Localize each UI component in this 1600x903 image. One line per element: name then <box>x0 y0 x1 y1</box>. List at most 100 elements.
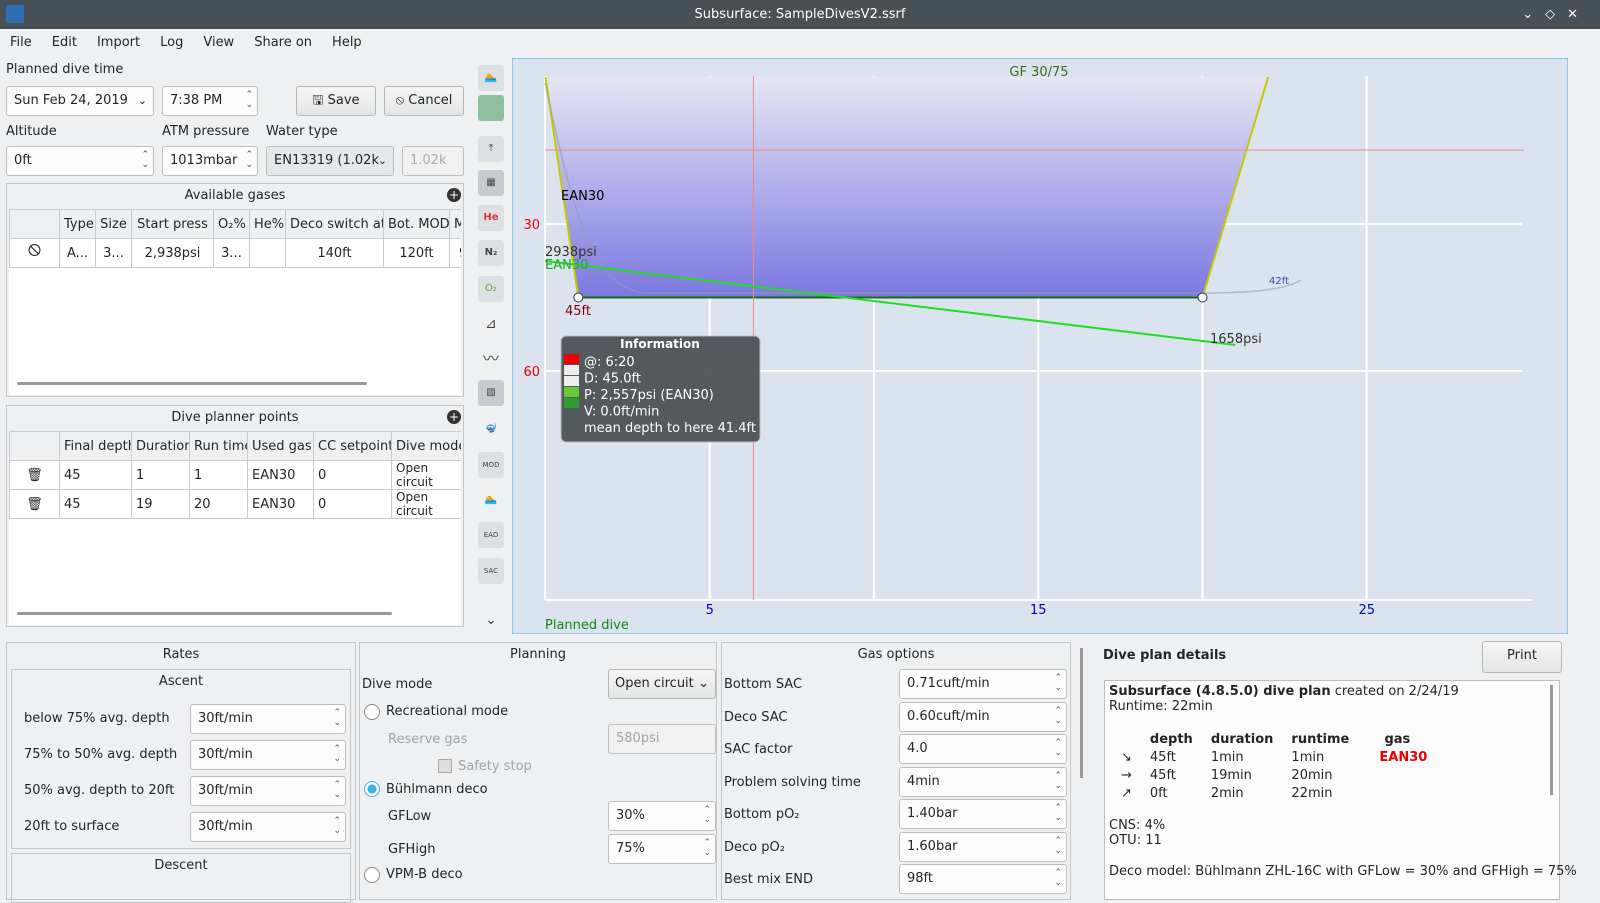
menu-log[interactable]: Log <box>160 35 184 50</box>
menu-file[interactable]: File <box>10 35 32 50</box>
rate-field[interactable]: 30ft/min ⌃ ⌄ <box>190 812 346 842</box>
add-gas-icon[interactable]: + <box>447 188 461 202</box>
column-header[interactable]: He% <box>249 209 286 239</box>
column-header[interactable]: MND <box>449 209 461 239</box>
sac-icon[interactable]: SAC <box>478 558 504 584</box>
calc-ceiling-icon[interactable]: ⤒ <box>478 136 504 162</box>
vertical-scrollbar[interactable] <box>1550 685 1553 795</box>
column-header[interactable]: CC setpoint <box>313 431 392 461</box>
plan-depth: 45ft <box>1149 767 1176 783</box>
save-button[interactable]: 🖫 Save <box>296 86 376 116</box>
column-header[interactable]: Run time <box>189 431 248 461</box>
n2-icon[interactable]: N₂ <box>478 240 504 266</box>
gflow-field[interactable]: 30% ⌃ ⌄ <box>608 801 716 831</box>
column-header[interactable]: Dive mode <box>391 431 461 461</box>
atm-value: 1013mbar <box>170 153 238 168</box>
gas-option-field[interactable]: 0.71cuft/min ⌃ ⌄ <box>899 669 1067 699</box>
column-header[interactable] <box>9 431 60 461</box>
rate-field[interactable]: 30ft/min ⌃ ⌄ <box>190 704 346 734</box>
gas-option-field[interactable]: 1.60bar ⌃ ⌄ <box>899 831 1067 862</box>
menu-view[interactable]: View <box>203 35 235 50</box>
gas-option-field[interactable]: 0.60cuft/min ⌃ ⌄ <box>899 701 1067 732</box>
cancel-button[interactable]: ⦸ Cancel <box>384 86 464 116</box>
column-header[interactable]: O₂% <box>213 209 250 239</box>
date-field[interactable]: Sun Feb 24, 2019 ⌄ <box>6 86 154 116</box>
rate-field[interactable]: 30ft/min ⌃ ⌄ <box>190 776 346 806</box>
print-button[interactable]: Print <box>1482 641 1562 673</box>
recreational-radio[interactable] <box>364 704 380 720</box>
tissue-bar <box>564 398 579 408</box>
menu-edit[interactable]: Edit <box>51 35 77 50</box>
profile-icon[interactable]: 🏊 <box>478 65 504 91</box>
start-pressure-label: 2938psi <box>545 245 597 260</box>
gas-option-value: 0.60cuft/min <box>907 708 990 724</box>
atm-field[interactable]: 1013mbar ⌃ ⌄ <box>162 146 258 176</box>
add-point-icon[interactable]: + <box>447 410 461 424</box>
column-header[interactable]: Duration <box>131 431 190 461</box>
map-icon[interactable]: ▧ <box>478 380 504 406</box>
o2-icon[interactable]: O₂ <box>478 276 504 302</box>
spin-icon: ⌃ ⌄ <box>703 838 711 858</box>
buhlmann-radio[interactable] <box>364 781 380 797</box>
horizontal-scrollbar[interactable] <box>17 382 367 385</box>
plan-row: ↗ 0ft 2min 22min <box>1117 784 1441 802</box>
gas-option-field[interactable]: 98ft ⌃ ⌄ <box>899 864 1067 894</box>
remove-gas-icon[interactable]: 🛇 <box>9 238 60 268</box>
diver-icon[interactable]: 🤿 <box>484 423 498 434</box>
gas-option-field[interactable]: 1.40bar ⌃ ⌄ <box>899 799 1067 829</box>
table-row[interactable]: 🗑 45 19 20 EAN30 0 Open circuit <box>9 489 461 519</box>
menu-help[interactable]: Help <box>332 35 362 50</box>
vpm-radio[interactable] <box>364 867 380 883</box>
dive-mode-select[interactable]: Open circuit ⌄ <box>608 669 716 699</box>
vertical-scrollbar[interactable] <box>1080 648 1083 778</box>
gas-option-value: 1.40bar <box>907 806 958 821</box>
mod-icon[interactable]: MOD <box>478 452 504 478</box>
ruler-icon[interactable]: ⊿ <box>485 316 497 332</box>
column-header[interactable]: Type <box>59 209 96 239</box>
app-icon <box>6 5 24 23</box>
horizontal-scrollbar[interactable] <box>17 612 392 615</box>
rate-field[interactable]: 30ft/min ⌃ ⌄ <box>190 740 346 770</box>
column-header[interactable] <box>9 209 60 239</box>
profile-handle[interactable] <box>1197 292 1208 303</box>
safety-stop-checkbox[interactable] <box>438 759 452 773</box>
chevron-down-icon: ⌄ <box>137 94 147 107</box>
spin-icon: ⌃ ⌄ <box>1054 738 1062 758</box>
info-line: P: 2,557psi (EAN30) <box>584 388 714 403</box>
column-header[interactable]: Deco switch at <box>285 209 384 239</box>
diver-time-icon[interactable]: 🏊 <box>484 494 498 505</box>
column-header[interactable]: Final depth <box>59 431 132 461</box>
he-icon[interactable]: He <box>478 205 504 231</box>
delete-point-icon[interactable]: 🗑 <box>9 489 60 519</box>
column-header[interactable]: Used gas <box>247 431 314 461</box>
gfhigh-value: 75% <box>616 841 645 856</box>
graph-icon[interactable]: 〰 <box>482 349 499 368</box>
window-controls[interactable]: ⌄◇✕ <box>1522 7 1590 22</box>
profile-handle[interactable] <box>573 292 584 303</box>
column-header[interactable]: Size <box>95 209 132 239</box>
column-header[interactable]: Start press <box>131 209 214 239</box>
ead-icon[interactable]: EAD <box>478 522 504 548</box>
tissue-icon[interactable]: ▦ <box>478 170 504 196</box>
menu-share[interactable]: Share on <box>254 35 313 50</box>
column-header[interactable]: Bot. MOD <box>383 209 450 239</box>
chevron-down-icon: ⌄ <box>698 676 709 691</box>
deco-model: Deco model: Bühlmann ZHL-16C with GFLow … <box>1109 864 1577 879</box>
spin-icon: ⌃ ⌄ <box>333 708 341 728</box>
chevron-down-icon[interactable]: ⌄ <box>485 612 497 628</box>
gfhigh-field[interactable]: 75% ⌃ ⌄ <box>608 834 716 864</box>
table-row[interactable]: 🗑 45 1 1 EAN30 0 Open circuit <box>9 460 461 490</box>
gas-option-field[interactable]: 4min ⌃ ⌄ <box>899 766 1067 797</box>
altitude-value: 0ft <box>14 153 32 168</box>
menu-import[interactable]: Import <box>96 35 141 50</box>
altitude-label: Altitude <box>6 124 57 139</box>
water-type-select[interactable]: EN13319 (1.02k ⌄ <box>266 146 394 176</box>
gas-option-field[interactable]: 4.0 ⌃ ⌄ <box>899 734 1067 764</box>
altitude-field[interactable]: 0ft ⌃ ⌄ <box>6 146 154 176</box>
time-field[interactable]: 7:38 PM ⌃ ⌄ <box>162 86 258 116</box>
ceiling-icon[interactable] <box>478 95 504 121</box>
gas-option-label: Bottom SAC <box>724 677 803 692</box>
delete-point-icon[interactable]: 🗑 <box>9 460 60 490</box>
